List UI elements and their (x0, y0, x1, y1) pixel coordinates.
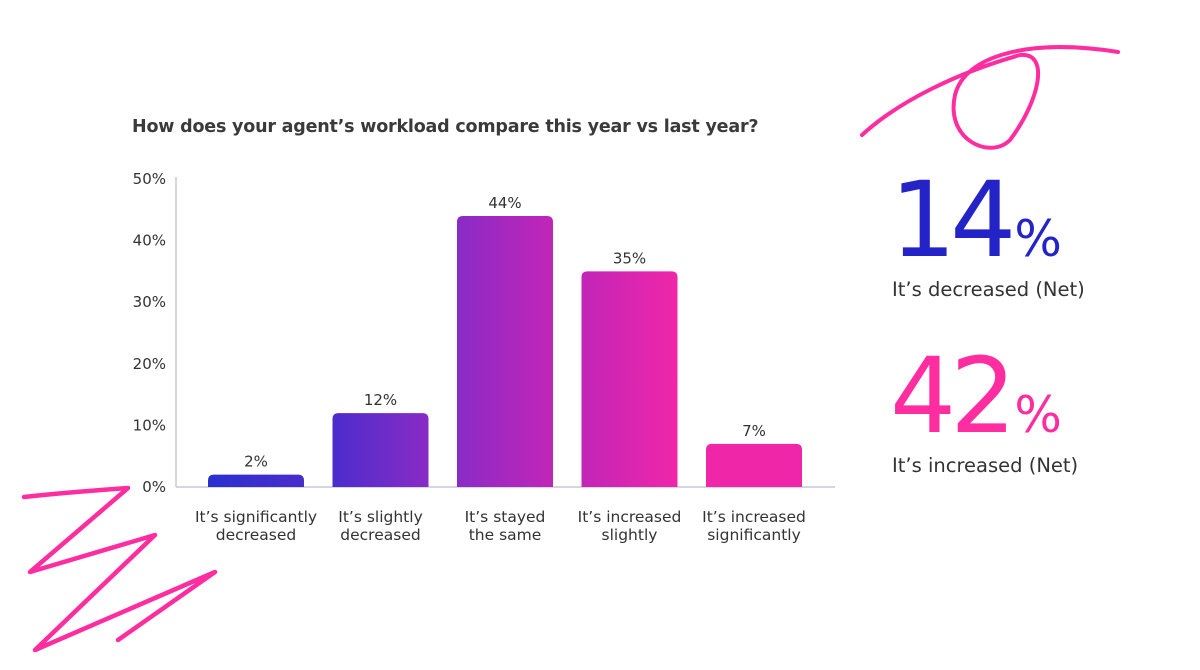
stat-decreased-label: It’s decreased (Net) (892, 278, 1085, 301)
category-label: slightly (602, 526, 658, 544)
category-label: It’s stayed (465, 508, 546, 526)
bar-value-label: 35% (613, 249, 646, 267)
y-tick-label: 0% (142, 478, 166, 496)
category-label: the same (469, 526, 542, 544)
chart-title: How does your agent’s workload compare t… (132, 117, 759, 137)
bar-value-label: 12% (364, 391, 397, 409)
category-label: decreased (216, 526, 296, 544)
stat-increased-value: 42 (890, 335, 1016, 457)
loop-decoration-right (860, 45, 1120, 150)
category-label: It’s significantly (195, 508, 317, 526)
category-label: decreased (340, 526, 420, 544)
bar-value-label: 2% (244, 453, 268, 471)
y-tick-label: 10% (133, 416, 166, 434)
bar (706, 443, 802, 487)
y-tick-label: 40% (133, 232, 166, 250)
bar-value-label: 44% (488, 194, 521, 212)
squiggle-decoration-left (21, 485, 218, 653)
bar-value-label: 7% (742, 422, 766, 440)
stat-increased-label: It’s increased (Net) (892, 454, 1079, 477)
category-label: significantly (707, 526, 801, 544)
bar (332, 413, 429, 487)
stat-increased-number: 42% (890, 344, 1078, 448)
bars (208, 215, 802, 487)
stat-decreased-unit: % (1014, 210, 1062, 268)
stat-decreased: 14% It’s decreased (Net) (890, 168, 1085, 301)
stat-decreased-number: 14% (890, 168, 1085, 272)
stat-increased: 42% It’s increased (Net) (890, 344, 1078, 477)
stat-increased-unit: % (1014, 386, 1062, 444)
data-labels: 2% 12% 44% 35% 7% (244, 194, 766, 471)
bar (457, 215, 553, 487)
stat-decreased-value: 14 (890, 159, 1016, 281)
y-tick-label: 30% (133, 293, 166, 311)
bar (581, 271, 678, 487)
category-label: It’s increased (578, 508, 682, 526)
bar (208, 474, 304, 487)
y-tick-label: 20% (133, 355, 166, 373)
y-tick-label: 50% (133, 170, 166, 188)
y-axis-ticks: 0% 10% 20% 30% 40% 50% (133, 170, 166, 496)
category-label: It’s slightly (338, 508, 423, 526)
category-label: It’s increased (702, 508, 806, 526)
